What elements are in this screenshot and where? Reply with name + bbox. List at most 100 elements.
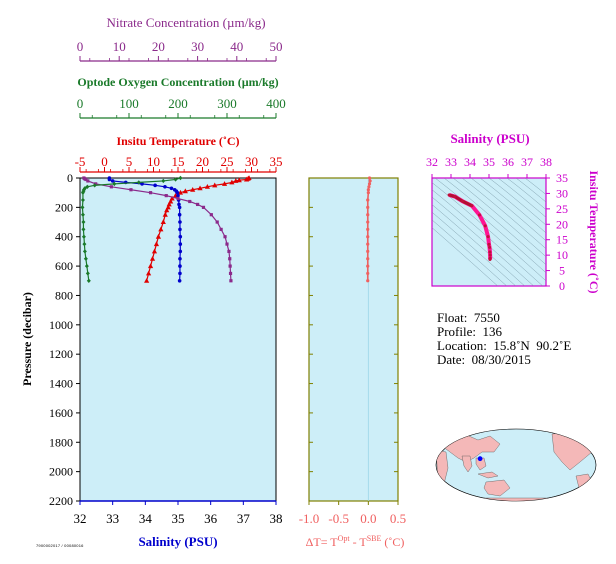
nitrate-point — [129, 188, 133, 192]
salinity-tick-label: 34 — [139, 511, 153, 526]
pressure-tick-label: 0 — [67, 171, 73, 185]
delta-t-point — [366, 235, 370, 239]
ts-point — [488, 253, 492, 257]
delta-t-point — [366, 198, 370, 202]
delta-t-point — [366, 191, 370, 195]
delta-t-point — [368, 179, 372, 183]
salinity-tick-label: 33 — [106, 511, 119, 526]
pressure-tick-label: 1200 — [49, 347, 73, 361]
temperature-point — [229, 179, 235, 185]
nitrate-point — [196, 202, 200, 207]
ts-y-tick-label: 25 — [556, 202, 568, 216]
ts-contour — [432, 219, 507, 286]
ts-contour — [506, 178, 546, 210]
ts-point — [488, 245, 492, 249]
temperature-point — [153, 241, 160, 247]
oxygen-point — [85, 271, 90, 276]
temperature-point — [197, 185, 203, 191]
ts-contour — [432, 211, 516, 286]
delta-t-point — [367, 176, 372, 180]
pressure-tick-label: 400 — [55, 230, 73, 244]
ts-point — [478, 213, 481, 217]
ts-line-top — [448, 193, 473, 208]
pressure-tick-label: 1000 — [49, 318, 73, 332]
salinity-tick-label: 37 — [237, 511, 251, 526]
date: Date: 08/30/2015 — [437, 352, 531, 367]
delta-t-series — [366, 176, 372, 283]
ts-point — [488, 257, 492, 261]
salinity-tick-label: 36 — [204, 511, 218, 526]
nitrate-point — [228, 264, 232, 268]
nitrate-tick-label: 50 — [270, 39, 283, 54]
salinity-point — [178, 227, 182, 232]
oxygen-axis-label: Optode Oxygen Concentration (µm/kg) — [77, 75, 278, 89]
ts-salinity-label: Salinity (PSU) — [450, 131, 529, 146]
ts-contour — [515, 178, 546, 203]
delta-t-point — [366, 188, 370, 192]
delta-t-point — [366, 220, 370, 224]
ts-x-tick-label: 37 — [521, 155, 533, 169]
oxygen-point — [80, 190, 85, 195]
map-location-marker — [477, 456, 483, 462]
ts-contour — [434, 178, 546, 274]
nitrate-point — [223, 235, 227, 239]
nitrate-point — [228, 271, 233, 276]
delta-t-point — [366, 213, 370, 217]
pressure-tick-label: 2000 — [49, 465, 73, 479]
delta-t-point — [366, 264, 370, 268]
oxygen-point — [80, 197, 85, 203]
salinity-point — [177, 202, 181, 207]
salinity-point — [178, 242, 183, 246]
pressure-tick-label: 2200 — [49, 494, 73, 508]
ts-contour — [432, 189, 543, 286]
ts-point — [487, 242, 491, 246]
oxygen-point — [82, 249, 87, 254]
temperature-tick-label: 15 — [172, 154, 185, 169]
oxygen-point — [80, 212, 85, 217]
salinity-point — [178, 220, 182, 224]
oxygen-series — [80, 175, 183, 283]
nitrate-point — [228, 257, 232, 261]
ts-point — [453, 195, 457, 199]
nitrate-tick-label: 0 — [77, 39, 84, 54]
nitrate-axis-label: Nitrate Concentration (µm/kg) — [106, 15, 265, 30]
pressure-tick-label: 200 — [55, 200, 73, 214]
ts-x-tick-label: 33 — [445, 155, 457, 169]
ts-density-contours — [432, 178, 546, 286]
delta-t-point — [367, 182, 372, 186]
oxygen-point — [81, 227, 86, 232]
temperature-point — [212, 182, 218, 188]
ts-point — [470, 204, 474, 208]
nitrate-point — [227, 249, 231, 254]
salinity-tick-label: 35 — [172, 511, 185, 526]
temperature-point — [155, 233, 161, 239]
oxygen-tick-label: 200 — [168, 96, 188, 111]
ts-y-tick-label: 5 — [559, 264, 565, 278]
temperature-tick-label: 25 — [221, 154, 234, 169]
temperature-point — [190, 186, 196, 192]
salinity-point — [177, 278, 182, 283]
ts-point — [483, 224, 487, 228]
delta-t-point — [366, 242, 370, 246]
temperature-tick-label: 35 — [270, 154, 283, 169]
nitrate-tick-label: 30 — [191, 39, 204, 54]
delta-t-point — [366, 227, 370, 231]
temperature-point — [162, 211, 168, 217]
delta-t-axis-label: ΔT= TOpt - TSBE (˚C) — [306, 534, 405, 549]
ts-point — [488, 250, 492, 254]
temperature-tick-label: 5 — [126, 154, 133, 169]
nitrate-point — [225, 242, 229, 246]
pressure-axis-label: Pressure (decibar) — [20, 292, 34, 386]
temperature-point — [221, 181, 228, 186]
ts-contour — [524, 178, 546, 195]
ts-contour — [432, 204, 525, 286]
world-map — [435, 428, 597, 502]
salinity-point — [176, 193, 180, 198]
bottom-left-note: 7900002017 / 00080016 — [36, 543, 84, 548]
nitrate-point — [215, 220, 219, 224]
nitrate-series — [82, 176, 233, 283]
temperature-point — [147, 263, 154, 269]
oxygen-point — [84, 263, 89, 269]
nitrate-tick-label: 10 — [113, 39, 126, 54]
